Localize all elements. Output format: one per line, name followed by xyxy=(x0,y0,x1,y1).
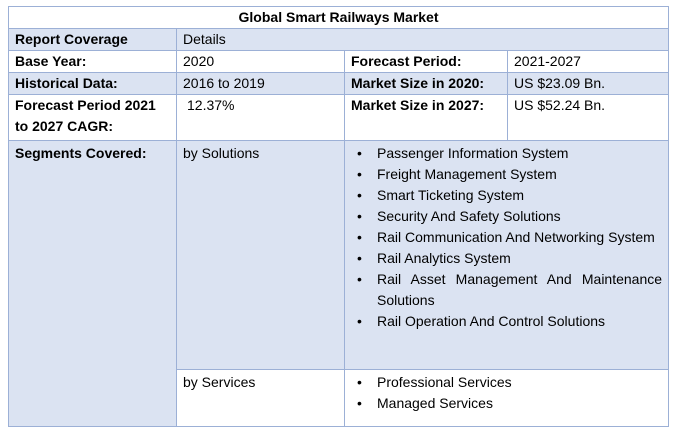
base-year-label: Base Year: xyxy=(8,50,177,73)
table-title: Global Smart Railways Market xyxy=(7,6,670,29)
bullet-icon: • xyxy=(357,145,362,161)
base-year-value: 2020 xyxy=(176,50,345,73)
table-row: Segments Covered: by Solutions • Passenge… xyxy=(8,140,670,427)
bullet-icon: • xyxy=(357,374,362,390)
list-item-text: Rail Analytics System xyxy=(377,250,511,266)
list-item: • Professional Services xyxy=(351,372,662,393)
market-size-2027-value: US $52.24 Bn. xyxy=(506,94,670,141)
list-item: • Passenger Information System xyxy=(351,143,662,164)
table-row: Base Year: 2020 Forecast Period: 2021-20… xyxy=(8,50,670,73)
cagr-value: 12.37% xyxy=(176,94,345,141)
list-item-text: Freight Management System xyxy=(377,166,557,182)
bullet-icon: • xyxy=(357,208,362,224)
list-item-text: Managed Services xyxy=(377,395,493,411)
report-table: Global Smart Railways Market Report Cove… xyxy=(7,6,670,427)
historical-data-label: Historical Data: xyxy=(8,72,177,95)
solutions-list-cell: • Passenger Information System • Freight Ma… xyxy=(343,140,670,370)
list-item-text: Passenger Information System xyxy=(377,145,569,161)
list-item: • Rail Communication And Networking Syste… xyxy=(351,227,662,248)
table-row: Forecast Period 2021 to 2027 CAGR: 12.37… xyxy=(8,94,670,141)
solutions-list: • Passenger Information System • Freight Ma… xyxy=(351,143,662,332)
report-coverage-value: Details xyxy=(175,28,670,51)
table-row: Historical Data: 2016 to 2019 Market Siz… xyxy=(8,72,670,95)
table-row: by Services • Professional Services • Manag… xyxy=(8,369,670,427)
table-row: Report Coverage Details xyxy=(8,28,670,51)
bullet-icon: • xyxy=(357,313,362,329)
cagr-label: Forecast Period 2021 to 2027 CAGR: xyxy=(8,94,177,141)
list-item: • Rail Asset Management And Maintenance S… xyxy=(351,269,662,311)
forecast-period-value: 2021-2027 xyxy=(506,50,670,73)
list-item: • Smart Ticketing System xyxy=(351,185,662,206)
list-item: • Rail Operation And Control Solutions xyxy=(351,311,662,332)
bullet-icon: • xyxy=(357,229,362,245)
list-item-text: Rail Asset Management And Maintenance So… xyxy=(377,271,663,308)
list-item-text: Rail Operation And Control Solutions xyxy=(377,313,606,329)
report-coverage-label: Report Coverage xyxy=(8,28,177,51)
bullet-icon: • xyxy=(357,166,362,182)
bullet-icon: • xyxy=(357,395,362,411)
list-item-text: Smart Ticketing System xyxy=(377,187,525,203)
list-item: • Rail Analytics System xyxy=(351,248,662,269)
title-row: Global Smart Railways Market xyxy=(7,6,670,29)
list-item-text: Security And Safety Solutions xyxy=(377,208,561,224)
list-item: • Managed Services xyxy=(351,393,662,414)
list-item-text: Rail Communication And Networking System xyxy=(377,229,655,245)
segments-label: Segments Covered: xyxy=(8,140,177,427)
market-size-2027-label: Market Size in 2027: xyxy=(344,94,508,141)
services-label: by Services xyxy=(176,369,345,427)
bullet-icon: • xyxy=(357,250,362,266)
list-item: • Freight Management System xyxy=(351,164,662,185)
services-list: • Professional Services • Managed Services xyxy=(351,372,662,414)
market-size-2020-label: Market Size in 2020: xyxy=(344,72,508,95)
forecast-period-label: Forecast Period: xyxy=(344,50,508,73)
services-list-cell: • Professional Services • Managed Services xyxy=(343,369,670,427)
list-item-text: Professional Services xyxy=(377,374,512,390)
list-item: • Security And Safety Solutions xyxy=(351,206,662,227)
bullet-icon: • xyxy=(357,187,362,203)
historical-data-value: 2016 to 2019 xyxy=(176,72,345,95)
solutions-label: by Solutions xyxy=(176,140,345,370)
bullet-icon: • xyxy=(357,271,362,287)
market-size-2020-value: US $23.09 Bn. xyxy=(506,72,670,95)
